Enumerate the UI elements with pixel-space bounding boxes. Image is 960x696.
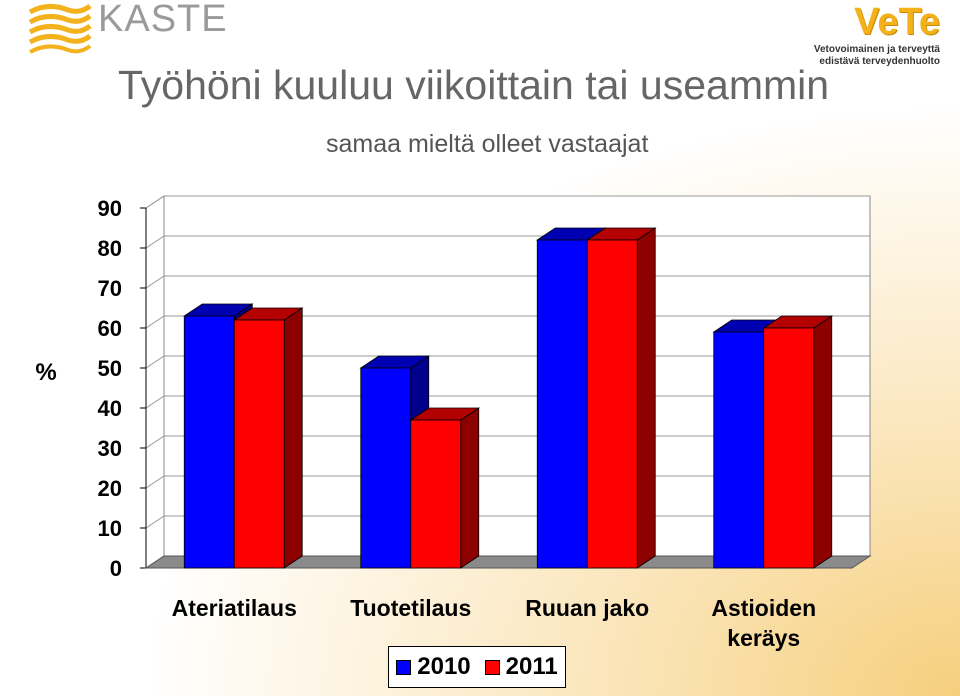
y-tick-label: 60 xyxy=(98,316,122,341)
x-category-label: Tuotetilaus xyxy=(350,595,471,621)
plot-side-wall xyxy=(145,195,165,569)
page-subtitle: samaa mieltä olleet vastaajat xyxy=(326,130,649,158)
x-category-label: Astioiden xyxy=(711,595,816,621)
legend-label-2010: 2010 xyxy=(417,653,471,680)
chart-legend: 2010 2011 xyxy=(388,646,566,688)
kaste-wave-icon xyxy=(28,3,92,54)
bar-side-2011 xyxy=(283,307,303,569)
x-category-label: Ruuan jako xyxy=(525,595,649,621)
y-tick-label: 40 xyxy=(98,396,122,421)
vete-logo-text: VeTe xyxy=(854,1,940,43)
bar-side-2011 xyxy=(813,315,833,569)
gridline-diagonal xyxy=(145,395,165,409)
bar-2011 xyxy=(763,327,815,569)
bar-2010 xyxy=(713,331,765,569)
gridline-diagonal xyxy=(145,355,165,369)
bar-side-2011 xyxy=(460,407,480,569)
y-tick-label: 90 xyxy=(98,196,122,221)
gridline-diagonal xyxy=(145,515,165,529)
gridline-diagonal xyxy=(145,195,165,209)
y-tick-label: 10 xyxy=(98,516,122,541)
y-tick-label: 80 xyxy=(98,236,122,261)
bar-2010 xyxy=(360,367,412,569)
bar-2010 xyxy=(536,239,588,569)
gridline-diagonal xyxy=(145,435,165,449)
bar-2010 xyxy=(183,315,235,569)
legend-item-2011: 2011 xyxy=(484,653,558,681)
gridline-diagonal xyxy=(145,235,165,249)
vete-logo-subtitle-2: edistävä terveydenhuolto xyxy=(819,56,940,67)
legend-item-2010: 2010 xyxy=(396,653,471,681)
bar-2011 xyxy=(410,419,462,569)
x-category-label: Ateriatilaus xyxy=(172,595,297,621)
y-tick-label: 20 xyxy=(98,476,122,501)
bar-2011 xyxy=(233,319,285,569)
vete-logo-subtitle-1: Vetovoimainen ja terveyttä xyxy=(813,44,940,55)
y-tick-label: 0 xyxy=(110,556,122,581)
gridline-diagonal xyxy=(145,315,165,329)
gridline-diagonal xyxy=(145,475,165,489)
y-axis-label: % xyxy=(35,359,56,386)
legend-label-2011: 2011 xyxy=(505,653,558,680)
y-tick-label: 70 xyxy=(98,276,122,301)
vete-logo: VeTe Vetovoimainen ja terveyttä edistävä… xyxy=(814,0,940,68)
bar-side-2011 xyxy=(636,227,656,569)
y-tick-label: 50 xyxy=(98,356,122,381)
x-category-label: keräys xyxy=(727,625,800,651)
legend-swatch-2010 xyxy=(396,659,412,675)
bar-2011 xyxy=(586,239,638,569)
y-tick-label: 30 xyxy=(98,436,122,461)
gridline-diagonal xyxy=(145,275,165,289)
kaste-logo-text: KASTE xyxy=(98,0,228,40)
page-title: Työhöni kuuluu viikoittain tai useammin xyxy=(118,62,830,108)
legend-swatch-2011 xyxy=(484,659,500,675)
kaste-logo: KASTE xyxy=(28,0,228,58)
